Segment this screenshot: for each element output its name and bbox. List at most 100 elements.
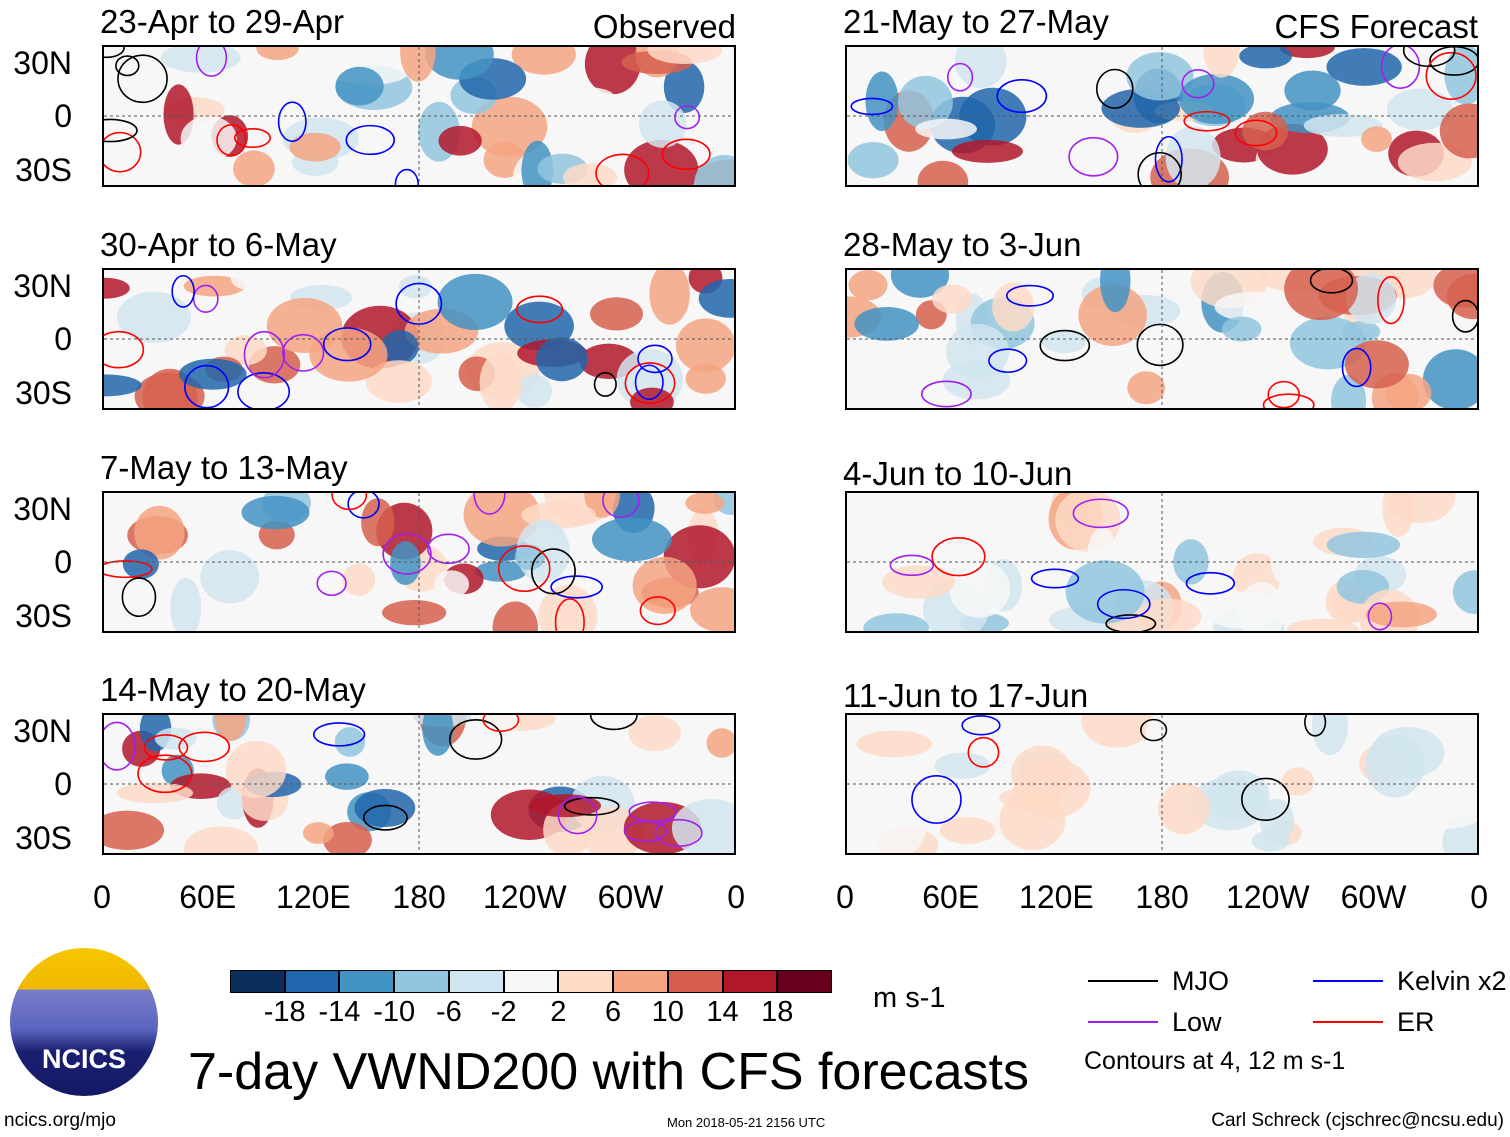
wind-anomaly-blob <box>1127 808 1158 836</box>
wave-contour <box>1451 299 1477 333</box>
wind-anomaly-blob <box>104 277 130 299</box>
wind-anomaly-blob <box>382 599 447 626</box>
wave-contour <box>115 55 140 77</box>
colorbar-swatch <box>284 970 340 993</box>
wind-anomaly-blob <box>538 584 598 631</box>
lat-label: 30S <box>15 820 72 856</box>
wind-anomaly-blob <box>863 613 929 631</box>
wind-anomaly-blob <box>1444 47 1477 105</box>
footer-url: ncics.org/mjo <box>4 1110 116 1131</box>
wind-anomaly-blob <box>1207 770 1270 823</box>
wind-anomaly-blob <box>1011 745 1073 802</box>
wave-contour <box>1105 614 1157 631</box>
wave-contour <box>143 734 189 761</box>
map-panel <box>102 268 736 410</box>
lon-label: 60W <box>597 879 664 915</box>
colorbar-tick-label: 14 <box>706 996 739 1028</box>
wind-anomaly-blob <box>951 139 1023 163</box>
wind-anomaly-blob <box>1361 126 1393 152</box>
wind-anomaly-blob <box>1386 493 1456 524</box>
logo-text: NCICS <box>41 1044 126 1074</box>
colorbar-tick-label: -14 <box>318 996 361 1028</box>
wave-contour <box>624 362 676 405</box>
lon-label: 0 <box>727 879 746 915</box>
wind-anomaly-blob <box>134 505 185 560</box>
wind-anomaly-blob <box>1270 539 1316 588</box>
wind-anomaly-blob <box>1157 782 1210 835</box>
wave-contour <box>1068 136 1119 177</box>
wave-contour <box>347 493 380 519</box>
wind-anomaly-blob <box>474 560 527 582</box>
wave-contour <box>996 79 1048 114</box>
wave-contour <box>1154 135 1183 183</box>
wave-contour <box>427 533 470 565</box>
wave-contour <box>1402 47 1456 68</box>
wave-contour <box>313 722 366 747</box>
lon-label: 0 <box>1470 879 1489 915</box>
wind-anomaly-blob <box>390 541 421 586</box>
wind-anomaly-blob <box>706 728 734 758</box>
wind-anomaly-blob <box>663 60 705 113</box>
wave-contour <box>1072 498 1129 529</box>
wave-contour <box>482 715 520 733</box>
wave-contour <box>1367 602 1393 631</box>
map-panel <box>845 268 1479 410</box>
legend-line <box>1088 1021 1158 1023</box>
wind-anomaly-blob <box>514 544 545 570</box>
wave-contour <box>1262 393 1315 408</box>
wave-contour <box>497 545 551 593</box>
wind-anomaly-blob <box>230 270 263 290</box>
wind-anomaly-blob <box>1345 273 1397 325</box>
footer-author: Carl Schreck (cjschrec@ncsu.edu) <box>1211 1110 1504 1131</box>
wind-anomaly-blob <box>535 337 588 382</box>
legend-line <box>1313 1021 1383 1023</box>
panel-title: 11-Jun to 17-Jun <box>843 677 1089 714</box>
wind-anomaly-blob <box>871 495 925 550</box>
legend-line <box>1313 980 1383 982</box>
map-panel <box>845 713 1479 855</box>
wind-anomaly-blob <box>1041 329 1087 354</box>
map-panel <box>845 45 1479 187</box>
wind-anomaly-blob <box>690 587 734 631</box>
wave-contour <box>628 801 677 823</box>
wind-anomaly-blob <box>160 47 241 73</box>
ncics-logo: NCICS <box>10 948 158 1096</box>
wind-anomaly-blob <box>104 374 142 397</box>
wind-anomaly-blob <box>180 116 237 161</box>
wave-contour <box>345 124 395 156</box>
wave-contour <box>1304 715 1327 737</box>
wind-anomaly-blob <box>671 798 734 853</box>
wave-contour <box>1039 329 1091 362</box>
wind-anomaly-blob <box>875 370 921 403</box>
wind-anomaly-blob <box>1433 270 1477 308</box>
wave-contour <box>589 715 638 731</box>
colorbar-swatch <box>777 970 832 993</box>
wind-anomaly-blob <box>1452 570 1477 614</box>
wind-anomaly-blob <box>116 291 191 343</box>
wind-anomaly-blob <box>624 139 699 185</box>
wind-anomaly-blob <box>256 47 299 61</box>
wind-anomaly-blob <box>630 387 674 408</box>
wind-anomaly-blob <box>324 763 369 790</box>
wind-anomaly-blob <box>471 96 548 157</box>
wind-anomaly-blob <box>1165 126 1221 185</box>
wind-anomaly-blob <box>1311 715 1349 756</box>
colorbar-swatch <box>722 970 778 993</box>
wave-contour <box>1181 69 1215 99</box>
colorbar-swatch <box>667 970 723 993</box>
lat-label: 30S <box>15 598 72 634</box>
wind-anomaly-blob <box>433 570 470 598</box>
wave-contour <box>637 344 673 374</box>
wind-anomaly-blob <box>289 132 341 162</box>
colorbar-units: m s-1 <box>873 982 946 1014</box>
wind-anomaly-blob <box>438 125 482 156</box>
wave-contour <box>593 371 617 397</box>
wave-contour <box>104 131 142 173</box>
wind-anomaly-blob <box>675 318 734 373</box>
wave-contour <box>277 101 307 143</box>
colorbar-swatch <box>339 970 395 993</box>
lat-label: 30S <box>15 152 72 188</box>
lat-label: 0 <box>54 321 72 357</box>
wind-anomaly-blob <box>847 141 899 179</box>
wave-contour <box>362 804 408 831</box>
